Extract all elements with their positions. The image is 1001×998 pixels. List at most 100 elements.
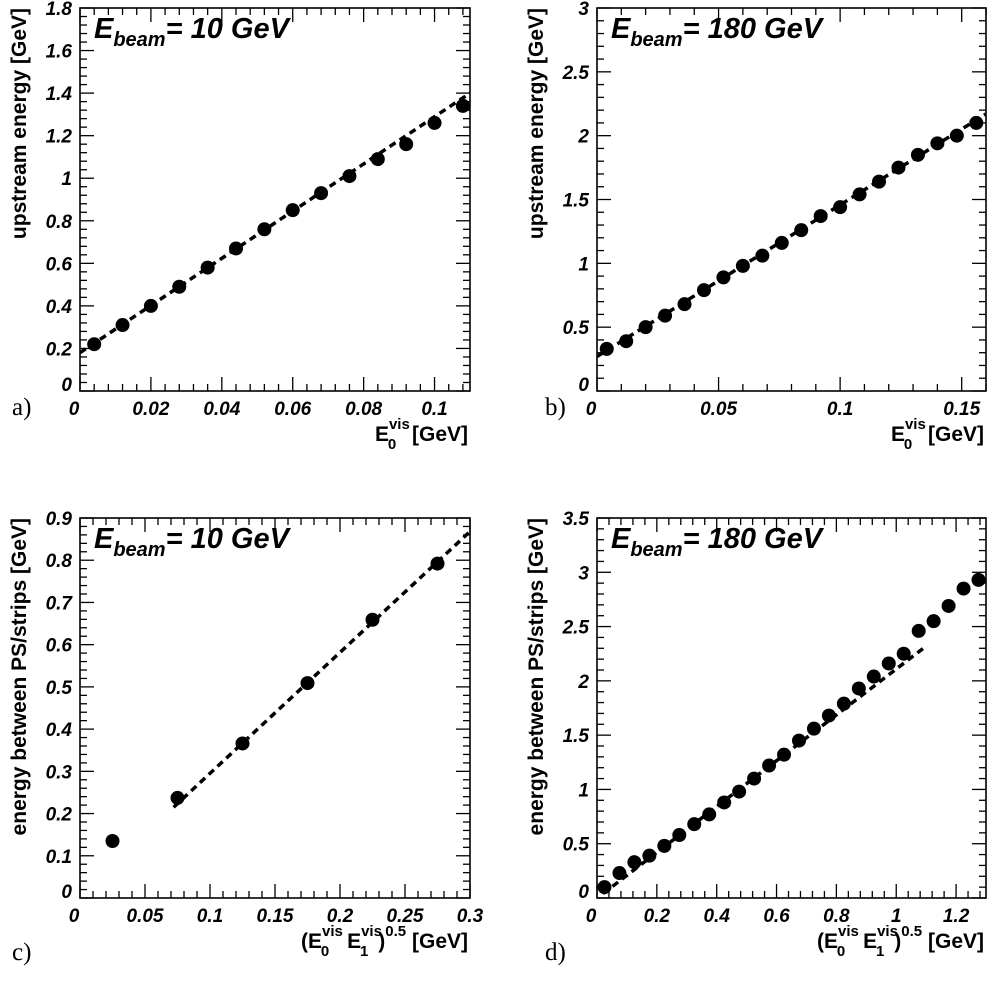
data-point	[612, 866, 627, 881]
y-tick-label: 1.8	[46, 0, 73, 20]
panel-a: 0 0.02 0.04 0.06 0.08 0.1 0 0.2 0.4 0.6 0.8 1 1.2 1.4…	[8, 0, 471, 453]
data-point	[891, 160, 906, 175]
y-tick-label: 1	[61, 169, 72, 190]
data-point	[881, 656, 896, 671]
y-tick-label: 0.6	[46, 636, 73, 657]
x-tick-label: 0.15	[943, 399, 980, 420]
data-point	[170, 790, 185, 805]
x-tick-label: 1.2	[943, 906, 970, 927]
y-tick-label: 1.2	[46, 127, 73, 148]
y-tick-label: 0.1	[46, 847, 72, 868]
fit-line	[80, 91, 470, 355]
x-tick-label: 0.02	[132, 399, 169, 420]
y-tick-label: 0.5	[563, 318, 590, 339]
data-point	[687, 817, 702, 832]
x-axis-label: (Evis 0 Evis 1)0.5 [GeV]	[301, 923, 468, 960]
y-tick-label: 1.5	[563, 191, 590, 212]
x-tick-label: 0.4	[703, 906, 730, 927]
y-axis-label: energy between PS/strips [GeV]	[8, 518, 31, 835]
panel-letter: c)	[12, 939, 31, 966]
y-tick-label: 0.5	[563, 835, 590, 856]
data-point	[599, 341, 614, 356]
y-tick-label: 2	[577, 127, 589, 148]
data-point	[762, 758, 777, 773]
y-tick-label: 0.7	[46, 593, 74, 614]
plot-frame	[596, 517, 987, 899]
data-point	[314, 186, 329, 201]
data-point	[971, 572, 986, 587]
panel-c: 0 0.05 0.1 0.15 0.2 0.25 0.3 0 0.1 0.2 0.3 0.4 0.5 0.…	[8, 509, 484, 966]
panel-d: 0 0.2 0.4 0.6 0.8 1 1.2 0 0.5 1 1.5 2 2.5 3 3.5 energy …	[525, 509, 987, 966]
data-point	[813, 209, 828, 224]
plot-frame	[596, 7, 987, 392]
data-point	[143, 298, 158, 313]
data-point	[172, 279, 187, 294]
data-point	[365, 612, 380, 627]
data-point	[836, 696, 851, 711]
beam-energy-label: Ebeam= 180 GeV	[611, 13, 825, 51]
fit-line	[601, 644, 928, 896]
data-point	[235, 736, 250, 751]
y-tick-label: 1.4	[46, 84, 73, 105]
x-tick-label: 0.2	[644, 906, 671, 927]
y-tick-label: 2.5	[562, 63, 590, 84]
data-point	[257, 222, 272, 237]
fit-line	[597, 112, 986, 359]
y-tick-label: 0.4	[46, 297, 73, 318]
data-point	[300, 676, 315, 691]
x-tick-label: 0.08	[345, 399, 382, 420]
y-tick-label: 2	[577, 672, 589, 693]
plot-frame	[79, 517, 471, 899]
data-point	[342, 169, 357, 184]
data-point	[852, 187, 867, 202]
data-point	[658, 308, 673, 323]
x-tick-label: 0	[69, 906, 80, 927]
x-tick-label: 0.6	[763, 906, 790, 927]
x-tick-label: 0	[586, 906, 597, 927]
x-tick-label: 0.8	[823, 906, 850, 927]
beam-energy-label: Ebeam= 10 GeV	[94, 523, 292, 561]
y-tick-label: 2.5	[562, 618, 590, 639]
x-tick-label: 0.04	[203, 399, 240, 420]
x-tick-label: 0	[69, 399, 80, 420]
y-tick-label: 0.5	[46, 678, 73, 699]
data-point	[455, 98, 470, 113]
data-point	[597, 880, 612, 895]
data-point	[642, 848, 657, 863]
y-tick-label: 1.5	[563, 726, 590, 747]
data-point	[755, 248, 770, 263]
beam-energy-label: Ebeam= 180 GeV	[611, 523, 825, 561]
data-point	[430, 556, 445, 571]
x-tick-label: 1	[891, 906, 902, 927]
data-point	[911, 623, 926, 638]
x-tick-label: 0.05	[127, 906, 164, 927]
y-tick-label: 3	[578, 0, 589, 20]
data-point	[926, 614, 941, 629]
y-tick-label: 1	[578, 780, 589, 801]
y-tick-label: 0	[578, 882, 589, 903]
x-tick-label: 0.05	[700, 399, 737, 420]
y-tick-label: 0.9	[46, 509, 73, 530]
panel-letter: d)	[545, 939, 566, 966]
y-tick-label: 3.5	[563, 509, 590, 530]
data-point	[657, 838, 672, 853]
fit-line	[172, 530, 470, 809]
data-point	[821, 708, 836, 723]
y-tick-label: 0.8	[46, 212, 73, 233]
x-tick-label: 0.25	[387, 906, 424, 927]
data-point	[229, 241, 243, 256]
data-point	[833, 200, 848, 215]
y-axis-label: upstream energy [GeV]	[8, 8, 31, 239]
data-point	[851, 681, 866, 696]
data-point	[806, 721, 821, 736]
data-point	[716, 270, 731, 285]
data-point	[717, 795, 732, 810]
data-point	[619, 334, 634, 349]
x-axis-label: (Evis 0 Evis 1)0.5 [GeV]	[817, 923, 984, 960]
data-point	[399, 137, 414, 152]
y-tick-label: 0.2	[46, 805, 73, 826]
panel-letter: a)	[12, 394, 31, 421]
beam-energy-label: Ebeam= 10 GeV	[94, 13, 292, 51]
x-axis-label: Evis 0 [GeV]	[891, 416, 984, 453]
